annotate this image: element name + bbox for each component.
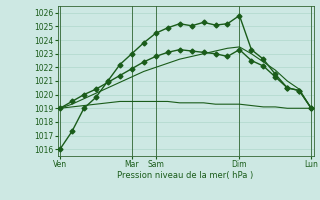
- X-axis label: Pression niveau de la mer( hPa ): Pression niveau de la mer( hPa ): [117, 171, 254, 180]
